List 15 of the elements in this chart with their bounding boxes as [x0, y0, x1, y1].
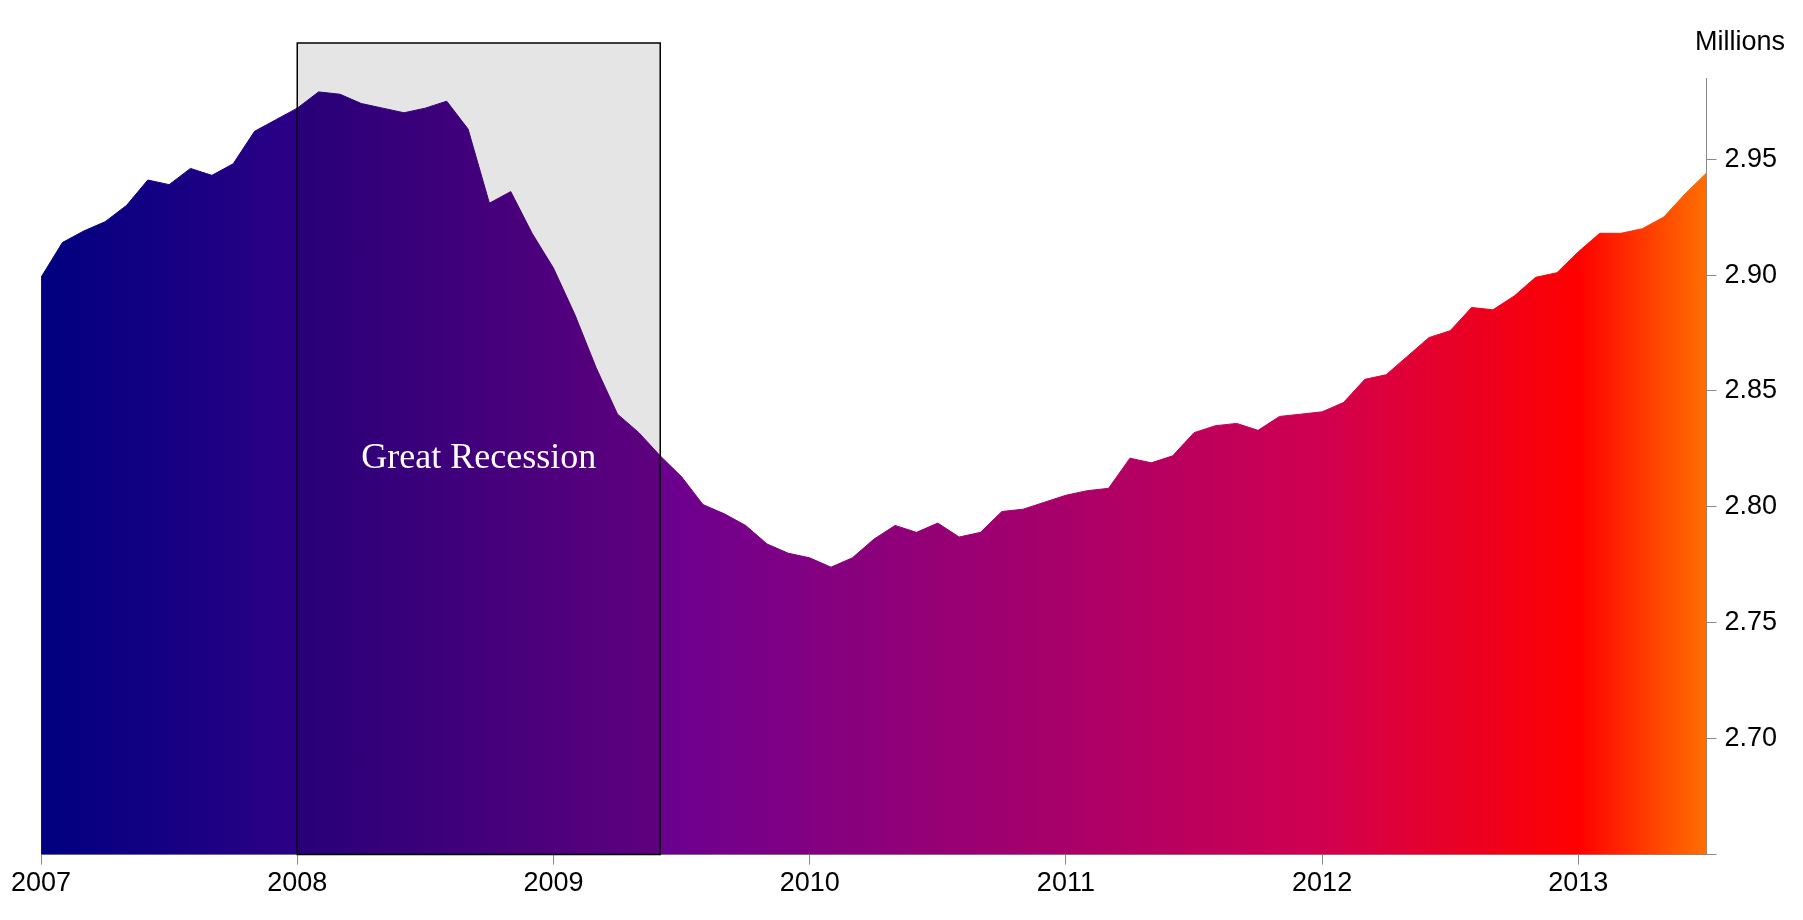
x-tick-label: 2012 [1292, 867, 1353, 898]
band-label: Great Recession [361, 435, 597, 476]
y-tick-label: 2.90 [1724, 258, 1778, 289]
y-tick-label: 2.85 [1724, 374, 1778, 405]
y-tick-label: 2.80 [1724, 490, 1778, 521]
y-tick-label: 2.75 [1724, 606, 1778, 637]
x-tick-label: 2009 [523, 867, 584, 898]
y-tick-label: 2.70 [1724, 722, 1778, 753]
x-tick-label: 2011 [1036, 867, 1095, 898]
y-axis-title: Millions [1694, 26, 1785, 57]
x-tick-label: 2013 [1548, 867, 1609, 898]
x-tick-label: 2010 [779, 867, 840, 898]
x-tick-label: 2008 [267, 867, 328, 898]
x-tick-label: 2007 [10, 867, 72, 898]
y-tick-label: 2.95 [1724, 142, 1778, 173]
